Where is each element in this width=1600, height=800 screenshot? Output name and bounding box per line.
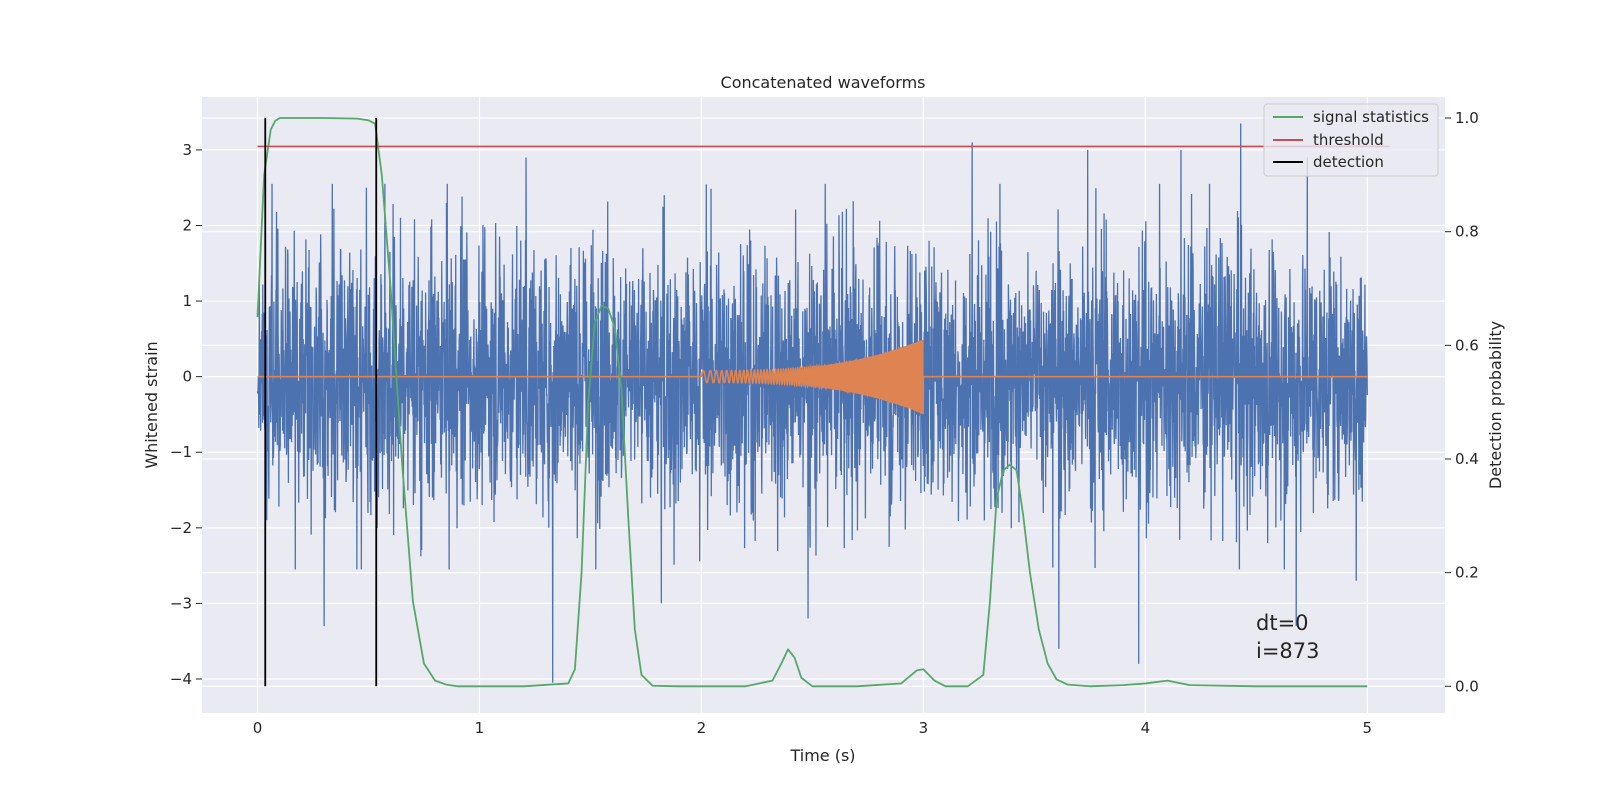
x-tick-label: 1: [475, 719, 485, 737]
y-tick-label: 0: [182, 368, 192, 386]
legend-label-threshold: threshold: [1313, 131, 1384, 149]
x-tick-label: 0: [253, 719, 263, 737]
chirp-waveform-line: [257, 339, 1368, 415]
y2-tick-label: 0.8: [1455, 223, 1479, 241]
y-tick-label: 3: [182, 141, 192, 159]
y-tick-label: −2: [170, 519, 192, 537]
legend-label-signal: signal statistics: [1313, 108, 1429, 126]
y2-tick-label: 1.0: [1455, 109, 1479, 127]
legend: signal statistics threshold detection: [1263, 103, 1439, 177]
chirp-series: [257, 339, 1368, 415]
signal-statistics-line: [256, 117, 1368, 688]
x-axis-title: Time (s): [789, 746, 855, 765]
axis-ticks: 0 1 2 3 4 5 3 2 1 0 −1 −2 −3 −4 1.0 0.8 0.6 0.4 0.2 0.0: [170, 109, 1479, 737]
y2-tick-label: 0.0: [1455, 677, 1479, 695]
annotation-dt: dt=0: [1256, 611, 1309, 635]
y-tick-label: −3: [170, 594, 192, 612]
y-tick-label: −1: [170, 443, 192, 461]
annotation-i: i=873: [1256, 639, 1320, 663]
legend-label-detection: detection: [1313, 153, 1384, 171]
noise-series: [256, 123, 1368, 683]
y-tick-label: −4: [170, 670, 192, 688]
y-tick-label: 2: [182, 216, 192, 234]
y-axis-title: Whitened strain: [142, 341, 161, 468]
y2-tick-label: 0.6: [1455, 336, 1479, 354]
x-tick-label: 3: [919, 719, 929, 737]
y2-tick-label: 0.2: [1455, 564, 1479, 582]
x-tick-label: 2: [697, 719, 707, 737]
x-tick-label: 5: [1363, 719, 1373, 737]
legend-box: [1263, 103, 1439, 177]
probability-series: [256, 117, 1390, 688]
noise-waveform-line: [256, 123, 1368, 683]
y2-tick-label: 0.4: [1455, 450, 1479, 468]
y-tick-label: 1: [182, 292, 192, 310]
chart-title: Concatenated waveforms: [721, 73, 926, 92]
y2-axis-title: Detection probability: [1486, 321, 1505, 489]
x-tick-label: 4: [1141, 719, 1151, 737]
